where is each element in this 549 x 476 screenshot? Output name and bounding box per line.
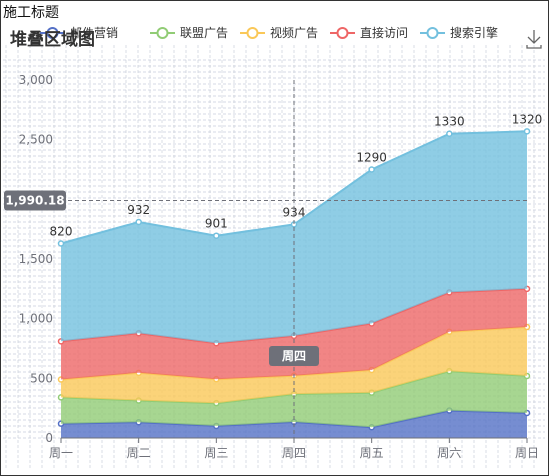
download-icon[interactable]: [526, 30, 542, 49]
data-label: 1290: [356, 151, 387, 165]
legend-item-1[interactable]: 联盟广告: [150, 26, 228, 40]
point-series-4: [523, 128, 531, 135]
data-label: 1320: [512, 112, 543, 126]
point-series-4: [57, 240, 65, 247]
data-label: 932: [127, 203, 150, 217]
y-tick-label: 1,000: [19, 312, 53, 326]
chart-title: 堆叠区域图: [10, 30, 95, 50]
legend-marker: [156, 27, 169, 39]
legend: 邮件营销 联盟广告 视频广告 直接访问 搜索引擎: [40, 25, 498, 40]
y-tick-label: 1,500: [19, 252, 53, 266]
axis-pointer-x-label: 周四: [282, 349, 306, 363]
data-label: 1330: [434, 115, 465, 129]
data-label: 820: [50, 224, 73, 238]
legend-marker: [246, 27, 259, 39]
point-series-4: [446, 130, 453, 137]
legend-item-4[interactable]: 搜索引擎: [420, 25, 498, 40]
legend-item-2[interactable]: 视频广告: [240, 25, 318, 40]
x-tick-label: 周四: [282, 446, 306, 460]
y-tick-label: 0: [45, 431, 53, 445]
legend-label: 联盟广告: [180, 26, 228, 40]
x-tick-label: 周三: [204, 446, 228, 460]
axis-pointer: 1,990.18 周四: [4, 80, 527, 438]
point-series-4: [368, 166, 375, 173]
x-tick-label: 周日: [515, 446, 539, 460]
y-tick-label: 500: [30, 371, 53, 385]
point-series-4: [213, 232, 220, 239]
data-label: 901: [205, 217, 228, 231]
axis-pointer-y-label: 1,990.18: [5, 194, 64, 208]
legend-item-3[interactable]: 直接访问: [330, 25, 408, 40]
x-tick-label: 周二: [127, 446, 151, 460]
data-label: 934: [283, 205, 306, 219]
legend-item-0[interactable]: 邮件营销: [40, 26, 118, 40]
page-label: 施工标题: [3, 5, 59, 21]
legend-label: 直接访问: [360, 25, 408, 40]
y-tick-label: 2,500: [19, 133, 53, 147]
legend-marker: [46, 27, 59, 39]
axis-pointer-x-badge: [269, 346, 319, 366]
area-series-2: [61, 327, 527, 404]
legend-label: 搜索引擎: [450, 25, 498, 40]
area-series-1: [61, 371, 527, 428]
x-tick-label: 周一: [49, 446, 73, 460]
point-series-4: [135, 218, 142, 226]
legend-label: 邮件营销: [70, 26, 118, 40]
legend-marker: [426, 27, 439, 39]
legend-marker: [336, 27, 349, 39]
x-tick-label: 周五: [360, 446, 384, 460]
toolbox: [526, 30, 542, 49]
label-layer: 820 932 901 934 1290 1330 1320: [50, 112, 543, 238]
y-tick-label: 3,000: [19, 73, 53, 87]
legend-label: 视频广告: [270, 25, 318, 40]
axis-pointer-y-badge: [4, 190, 66, 211]
x-tick-label: 周六: [437, 446, 461, 460]
area-series-3: [61, 288, 527, 380]
axis-layer: 05001,0001,5002,0002,5003,000周一周二周三周四周五周…: [19, 73, 539, 460]
